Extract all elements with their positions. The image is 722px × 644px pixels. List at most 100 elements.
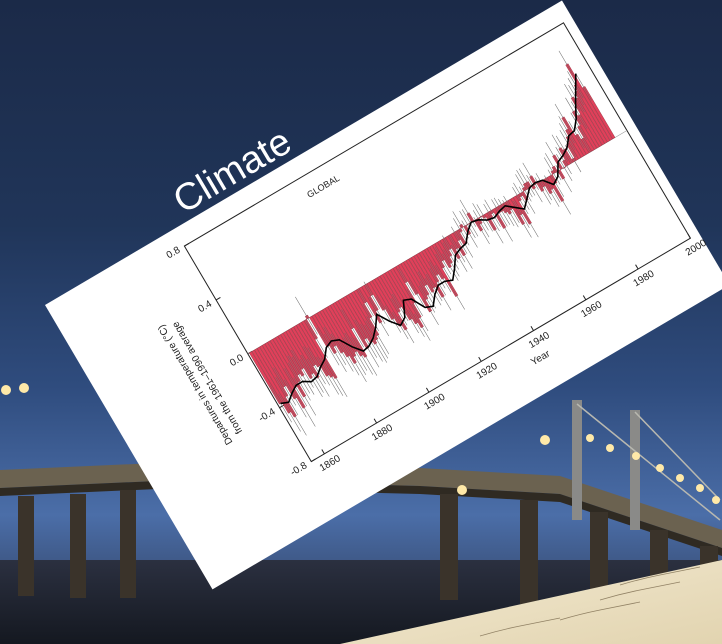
error-bar — [543, 179, 560, 207]
error-bar — [513, 182, 530, 210]
error-bar — [414, 313, 431, 341]
error-bars — [269, 50, 592, 436]
error-bar — [354, 337, 378, 376]
error-bar — [295, 296, 318, 335]
error-bar — [366, 316, 390, 355]
error-bar — [418, 285, 436, 313]
error-bar — [356, 329, 380, 368]
error-bar — [283, 379, 307, 418]
error-bar — [422, 297, 439, 325]
error-bar — [554, 187, 571, 215]
error-bar — [558, 116, 575, 144]
error-bar — [442, 242, 459, 270]
error-bar — [452, 211, 469, 239]
error-bar — [574, 124, 591, 153]
error-bar — [275, 377, 299, 416]
bridge — [0, 383, 722, 616]
error-bar — [565, 97, 582, 125]
error-bar — [545, 141, 562, 170]
y-tick — [215, 296, 221, 301]
error-bar — [365, 320, 389, 359]
error-bar — [429, 261, 446, 289]
error-bar — [350, 336, 373, 375]
error-bar — [273, 367, 297, 406]
error-bar — [292, 388, 316, 427]
x-tick — [582, 295, 587, 301]
error-bar — [493, 197, 511, 225]
error-bar — [544, 157, 561, 185]
error-bar — [459, 210, 476, 239]
x-tick — [635, 264, 639, 270]
error-bar — [554, 103, 572, 132]
error-bar — [303, 346, 326, 385]
error-bar — [484, 199, 501, 227]
error-bar — [434, 247, 452, 275]
error-bar — [558, 50, 576, 78]
error-bar — [306, 358, 330, 397]
error-bar — [301, 354, 324, 393]
error-bar — [278, 393, 301, 432]
x-tick — [425, 387, 430, 393]
error-bar — [443, 249, 460, 277]
error-bar — [518, 168, 536, 196]
error-bar — [571, 101, 588, 129]
error-bar — [408, 309, 425, 337]
error-bar — [461, 220, 478, 248]
error-bar — [473, 216, 490, 245]
error-bar — [483, 203, 500, 232]
error-bar — [391, 298, 408, 326]
error-bar — [556, 153, 573, 182]
error-bar — [512, 186, 529, 215]
error-bar — [408, 280, 426, 308]
error-bar — [575, 73, 592, 101]
error-bar — [305, 319, 328, 358]
error-bar — [406, 288, 424, 317]
error-bar — [344, 332, 368, 371]
error-bar — [364, 324, 388, 363]
error-bar — [564, 83, 581, 112]
error-bar — [551, 134, 569, 162]
error-bar — [448, 282, 465, 310]
error-bar — [384, 305, 402, 333]
error-bar — [341, 309, 364, 348]
error-bar — [324, 334, 347, 372]
error-bar — [496, 214, 513, 242]
error-bar — [369, 296, 386, 324]
error-bar — [375, 296, 393, 324]
error-bar — [354, 319, 378, 358]
error-bar — [515, 210, 532, 238]
error-bar — [559, 123, 576, 151]
error-bar — [316, 356, 339, 395]
error-bar — [570, 112, 587, 140]
error-bar — [472, 210, 490, 238]
error-bar — [324, 359, 348, 397]
error-bar — [442, 253, 459, 281]
error-bar — [522, 162, 539, 190]
x-tick — [478, 356, 482, 362]
error-bar — [417, 271, 434, 299]
error-bar — [555, 146, 572, 175]
error-bar — [451, 244, 468, 272]
error-bar — [291, 356, 315, 395]
error-bar — [568, 84, 585, 113]
error-bar — [288, 362, 311, 401]
error-bar — [498, 198, 515, 227]
error-bar — [535, 173, 552, 201]
error-bar — [320, 357, 344, 396]
error-bar — [357, 288, 374, 317]
error-bar — [456, 241, 473, 269]
error-bar — [425, 278, 442, 306]
error-bar — [448, 235, 466, 263]
error-bar — [336, 337, 360, 376]
error-bar — [435, 253, 452, 282]
error-bar — [513, 200, 530, 228]
error-bar — [434, 265, 452, 293]
error-bar — [287, 355, 311, 394]
error-bar — [544, 175, 561, 203]
error-bar — [555, 135, 573, 163]
error-bar — [426, 273, 443, 302]
error-bar — [472, 203, 489, 231]
error-bar — [547, 169, 565, 197]
error-bar — [429, 268, 446, 296]
